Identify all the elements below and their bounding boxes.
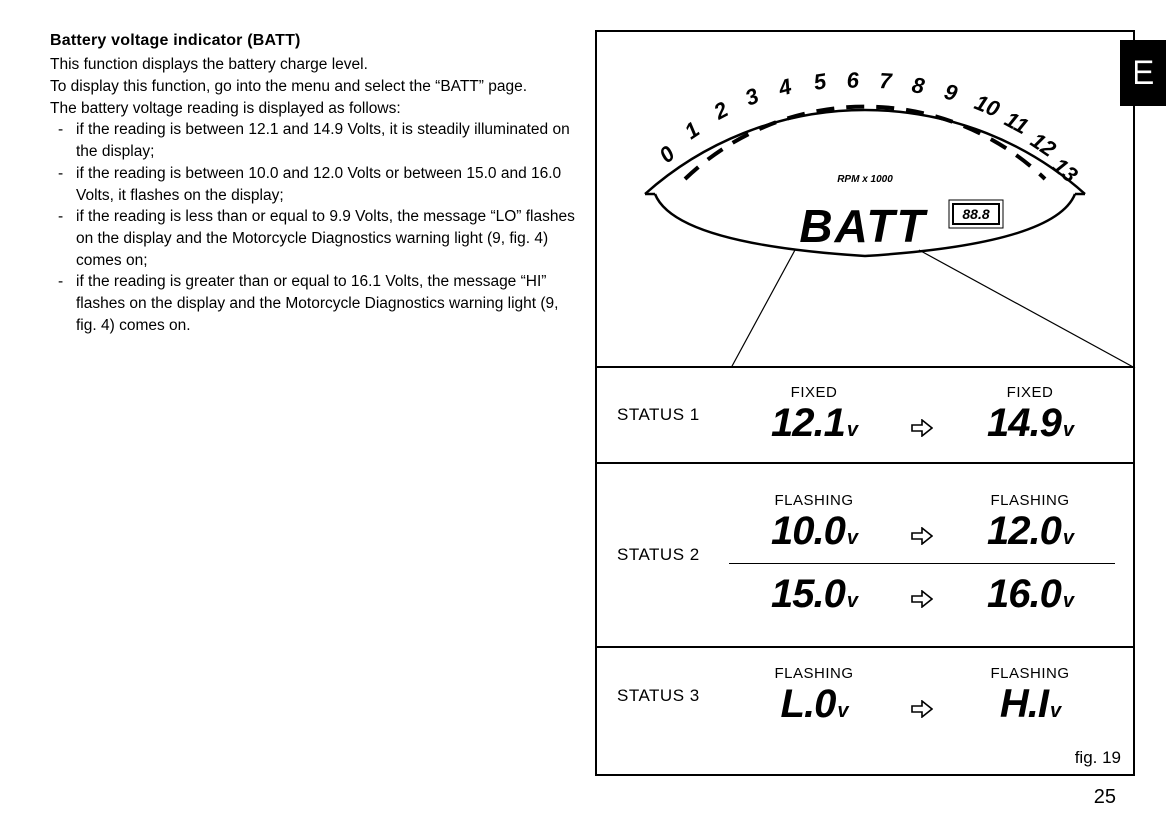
svg-text:4: 4 bbox=[775, 74, 794, 102]
value-caption: FIXED bbox=[737, 384, 891, 401]
value-cell: 16.0v bbox=[953, 574, 1107, 614]
value-cell: FLASHING 10.0v bbox=[737, 492, 891, 551]
svg-text:7: 7 bbox=[879, 68, 894, 94]
value-cell: FLASHING 12.0v bbox=[953, 492, 1107, 551]
figure-caption: fig. 19 bbox=[597, 744, 1133, 774]
intro-line-2: To display this function, go into the me… bbox=[50, 76, 580, 98]
value-caption: FLASHING bbox=[953, 665, 1107, 682]
range-arrow-icon bbox=[902, 527, 942, 551]
svg-text:3: 3 bbox=[742, 83, 763, 111]
range-arrow-icon bbox=[902, 700, 942, 724]
figure-frame: RPM x 1000 0 1 2 3 4 5 6 7 8 9 10 bbox=[595, 30, 1135, 776]
value-caption: FIXED bbox=[953, 384, 1107, 401]
lcd-value: 10.0v bbox=[771, 511, 857, 551]
svg-text:13: 13 bbox=[1048, 153, 1083, 188]
intro-line-3: The battery voltage reading is displayed… bbox=[50, 98, 580, 120]
status-label: STATUS 3 bbox=[597, 648, 729, 744]
svg-text:0: 0 bbox=[654, 140, 680, 168]
status-label: STATUS 1 bbox=[597, 368, 729, 462]
svg-text:8: 8 bbox=[910, 72, 927, 99]
lcd-value: H.Iv bbox=[1000, 684, 1060, 724]
gauge-panel: RPM x 1000 0 1 2 3 4 5 6 7 8 9 10 bbox=[597, 32, 1133, 368]
bullet-item: if the reading is less than or equal to … bbox=[76, 206, 580, 271]
intro-line-1: This function displays the battery charg… bbox=[50, 54, 580, 76]
tachometer-illustration: RPM x 1000 0 1 2 3 4 5 6 7 8 9 10 bbox=[615, 44, 1115, 274]
status-label: STATUS 2 bbox=[597, 464, 729, 646]
range-arrow-icon bbox=[902, 419, 942, 443]
rpm-label: RPM x 1000 bbox=[837, 174, 893, 185]
lcd-main-text: BATT bbox=[799, 200, 928, 252]
bullet-item: if the reading is between 10.0 and 12.0 … bbox=[76, 163, 580, 206]
bullet-item: if the reading is greater than or equal … bbox=[76, 271, 580, 336]
svg-text:9: 9 bbox=[942, 79, 961, 107]
value-cell: FIXED 14.9v bbox=[953, 384, 1107, 443]
status-values: FLASHING L.0v FLASHING H.Iv bbox=[729, 648, 1133, 744]
svg-text:6: 6 bbox=[846, 67, 860, 93]
tach-numbers: 0 1 2 3 4 5 6 7 8 9 10 11 12 13 bbox=[654, 67, 1082, 187]
svg-text:10: 10 bbox=[971, 89, 1004, 122]
svg-text:2: 2 bbox=[709, 96, 733, 125]
value-cell: FLASHING L.0v bbox=[737, 665, 891, 724]
range-arrow-icon bbox=[902, 590, 942, 614]
lcd-value: 16.0v bbox=[987, 574, 1073, 614]
value-cell: FIXED 12.1v bbox=[737, 384, 891, 443]
svg-text:12: 12 bbox=[1026, 127, 1061, 162]
page-number: 25 bbox=[1094, 786, 1116, 809]
svg-text:11: 11 bbox=[1001, 106, 1033, 139]
lcd-value: 14.9v bbox=[987, 403, 1073, 443]
status-row: STATUS 1 FIXED 12.1v FIXED 14.9v bbox=[597, 368, 1133, 464]
lcd-value: 12.1v bbox=[771, 403, 857, 443]
value-cell: 15.0v bbox=[737, 574, 891, 614]
status-values: FLASHING 10.0v FLASHING 12.0v 15.0v bbox=[729, 464, 1133, 646]
svg-text:5: 5 bbox=[812, 68, 829, 95]
lcd-secondary-text: 88.8 bbox=[962, 206, 989, 222]
value-caption: FLASHING bbox=[737, 492, 891, 509]
bullet-item: if the reading is between 12.1 and 14.9 … bbox=[76, 119, 580, 162]
lcd-value: L.0v bbox=[781, 684, 848, 724]
lcd-value: 12.0v bbox=[987, 511, 1073, 551]
figure-container: RPM x 1000 0 1 2 3 4 5 6 7 8 9 10 bbox=[595, 30, 1135, 776]
status-table: STATUS 1 FIXED 12.1v FIXED 14.9v bbox=[597, 368, 1133, 744]
description-column: Battery voltage indicator (BATT) This fu… bbox=[50, 30, 580, 336]
status-row: STATUS 3 FLASHING L.0v FLASHING H.Iv bbox=[597, 648, 1133, 744]
section-tab-letter: E bbox=[1132, 54, 1155, 93]
status-values: FIXED 12.1v FIXED 14.9v bbox=[729, 368, 1133, 462]
bullet-list: if the reading is between 12.1 and 14.9 … bbox=[50, 119, 580, 336]
svg-text:1: 1 bbox=[680, 117, 704, 145]
section-title: Battery voltage indicator (BATT) bbox=[50, 30, 580, 52]
status-row: STATUS 2 FLASHING 10.0v FLASHING 12.0v bbox=[597, 464, 1133, 648]
lcd-value: 15.0v bbox=[771, 574, 857, 614]
value-cell: FLASHING H.Iv bbox=[953, 665, 1107, 724]
value-caption: FLASHING bbox=[737, 665, 891, 682]
value-caption: FLASHING bbox=[953, 492, 1107, 509]
